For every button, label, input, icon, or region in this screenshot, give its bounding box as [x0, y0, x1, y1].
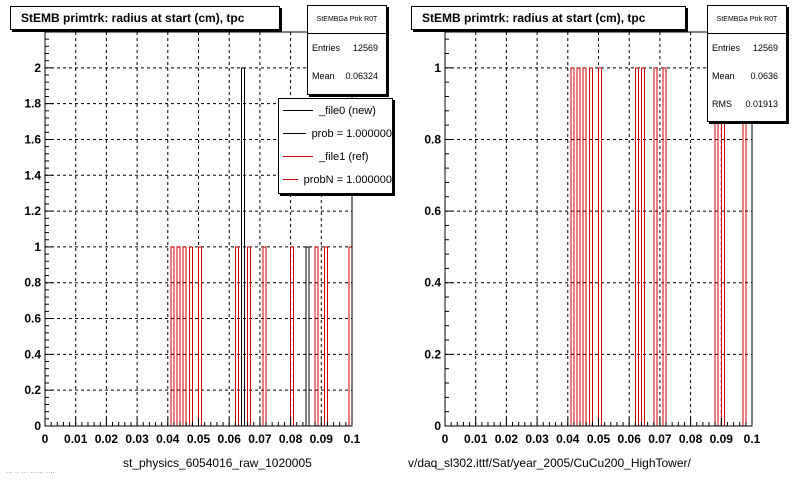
- right-stats-rms-row: RMS 0.01913: [708, 90, 786, 118]
- legend-label: probN = 1.000000: [303, 173, 392, 186]
- left-stats-mean-row: Mean 0.06324: [308, 62, 386, 90]
- left-x-tick-label: 0.07: [248, 432, 272, 446]
- footer-text: ... .. ... ...... ....: [6, 466, 55, 475]
- right-y-tick-label: 1: [434, 61, 441, 75]
- left-plot-title-text: StEMB primtrk: radius at start (cm), tpc: [21, 11, 245, 25]
- right-plot-title: StEMB primtrk: radius at start (cm), tpc: [411, 6, 686, 30]
- left-y-tick-label: 1.6: [24, 132, 41, 146]
- legend: _file0 (new) prob = 1.000000 _file1 (ref…: [278, 98, 393, 194]
- legend-line-icon: [283, 179, 298, 180]
- left-y-tick-label: 0: [34, 419, 41, 433]
- left-x-tick-label: 0.05: [187, 432, 211, 446]
- legend-line-icon: [283, 133, 306, 134]
- left-x-tick-label: 0.01: [64, 432, 88, 446]
- left-stats-entries-row: Entries 12569: [308, 34, 386, 62]
- legend-label: prob = 1.000000: [311, 127, 392, 140]
- left-x-tick-label: 0.08: [279, 432, 303, 446]
- left-stats-mean-label: Mean: [312, 71, 335, 81]
- left-stats-entries-value: 12569: [352, 43, 378, 53]
- left-y-tick-label: 0.4: [24, 347, 41, 361]
- right-x-tick-label: 0: [442, 432, 449, 446]
- left-x-tick-label: 0.04: [156, 432, 180, 446]
- left-plot-title: StEMB primtrk: radius at start (cm), tpc: [10, 6, 280, 30]
- legend-line-icon: [283, 110, 313, 111]
- right-stats-rms-label: RMS: [712, 99, 732, 109]
- right-x-tick-label: 0.03: [525, 432, 549, 446]
- left-y-tick-label: 0.6: [24, 312, 41, 326]
- right-x-tick-label: 0.04: [556, 432, 580, 446]
- legend-label: _file1 (ref): [319, 150, 369, 163]
- right-x-tick-label: 0.08: [679, 432, 703, 446]
- left-stats-mean-value: 0.06324: [345, 71, 378, 81]
- legend-entry-probN: probN = 1.000000: [279, 168, 392, 191]
- right-stats-mean-label: Mean: [712, 71, 735, 81]
- right-stats-mean-value: 0.0636: [750, 71, 778, 81]
- right-plot-title-text: StEMB primtrk: radius at start (cm), tpc: [422, 11, 646, 25]
- right-x-tick-label: 0.01: [464, 432, 488, 446]
- left-x-tick-label: 0.03: [125, 432, 149, 446]
- legend-line-icon: [283, 156, 313, 157]
- right-stats-rms-value: 0.01913: [745, 99, 778, 109]
- left-x-tick-label: 0.1: [344, 432, 361, 446]
- right-x-tick-label: 0.02: [495, 432, 519, 446]
- left-y-tick-label: 1: [34, 240, 41, 254]
- right-stats-entries-label: Entries: [712, 43, 741, 53]
- left-x-axis-title: st_physics_6054016_raw_1020005: [123, 456, 312, 470]
- legend-label: _file0 (new): [319, 104, 376, 117]
- right-stats-entries-row: Entries 12569: [708, 34, 786, 62]
- right-x-tick-label: 0.07: [648, 432, 672, 446]
- right-x-tick-label: 0.1: [744, 432, 761, 446]
- left-x-tick-label: 0: [42, 432, 49, 446]
- left-y-tick-label: 0.8: [24, 276, 41, 290]
- left-x-tick-label: 0.09: [310, 432, 334, 446]
- right-x-axis-title: v/daq_sl302.ittf/Sat/year_2005/CuCu200_H…: [408, 456, 691, 470]
- left-x-tick-label: 0.06: [218, 432, 242, 446]
- legend-entry-prob: prob = 1.000000: [279, 122, 392, 145]
- right-x-tick-label: 0.09: [710, 432, 734, 446]
- right-stats-mean-row: Mean 0.0636: [708, 62, 786, 90]
- right-y-tick-label: 0.8: [424, 132, 441, 146]
- legend-entry-ref: _file1 (ref): [279, 145, 392, 168]
- right-x-tick-label: 0.05: [587, 432, 611, 446]
- right-x-tick-label: 0.06: [618, 432, 642, 446]
- left-stats-box: StEMBGa Ptrk R0T Entries 12569 Mean 0.06…: [307, 5, 387, 95]
- right-stats-box: StEMBGa Ptrk R0T Entries 12569 Mean 0.06…: [707, 5, 787, 122]
- right-histogram-series-0: [445, 67, 752, 427]
- right-stats-entries-value: 12569: [752, 43, 778, 53]
- right-y-tick-label: 0: [434, 419, 441, 433]
- left-y-tick-label: 2: [34, 61, 41, 75]
- left-y-tick-label: 1.8: [24, 97, 41, 111]
- left-stats-entries-label: Entries: [312, 43, 341, 53]
- right-y-tick-label: 0.6: [424, 204, 441, 218]
- left-y-tick-label: 0.2: [24, 383, 41, 397]
- right-stats-name: StEMBGa Ptrk R0T: [708, 6, 786, 34]
- left-y-tick-label: 1.2: [24, 204, 41, 218]
- left-x-tick-label: 0.02: [95, 432, 119, 446]
- right-y-tick-label: 0.4: [424, 276, 441, 290]
- left-y-tick-label: 1.4: [24, 168, 41, 182]
- left-stats-name: StEMBGa Ptrk R0T: [308, 6, 386, 34]
- legend-entry-new: _file0 (new): [279, 99, 392, 122]
- right-y-tick-label: 0.2: [424, 347, 441, 361]
